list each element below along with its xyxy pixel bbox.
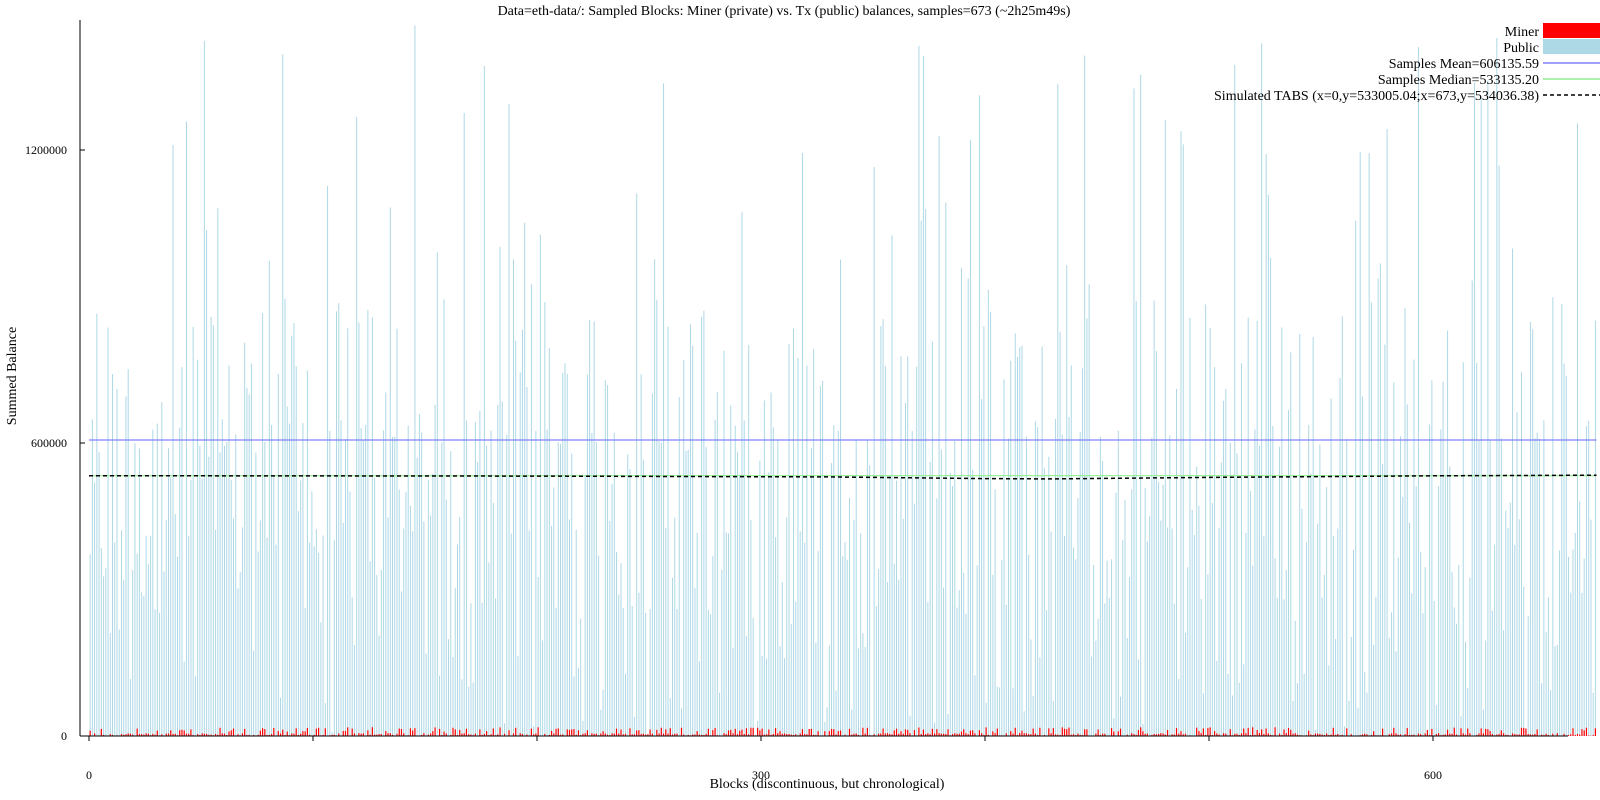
reference-lines — [88, 439, 1597, 480]
legend-label: Miner — [1505, 25, 1540, 40]
x-tick-label: 300 — [752, 768, 770, 782]
x-tick-label: 600 — [1424, 768, 1442, 782]
x-tick-label: 0 — [86, 768, 92, 782]
chart-title: Data=eth-data/: Sampled Blocks: Miner (p… — [498, 4, 1071, 19]
legend-swatch — [1543, 39, 1600, 54]
legend-label: Public — [1503, 41, 1539, 56]
public-bars — [89, 25, 1596, 736]
x-axis-ticks: 0 300 600 — [86, 736, 1442, 782]
y-tick-label: 1200000 — [25, 143, 67, 157]
y-tick-label: 600000 — [31, 436, 67, 450]
legend-label: Simulated TABS (x=0,y=533005.04;x=673,y=… — [1214, 89, 1539, 104]
legend-swatch — [1543, 23, 1600, 38]
y-axis-ticks: 0 600000 1200000 — [25, 143, 85, 743]
legend-label: Samples Median=533135.20 — [1378, 73, 1539, 88]
legend-label: Samples Mean=606135.59 — [1389, 57, 1539, 72]
x-axis-label: Blocks (discontinuous, but chronological… — [710, 777, 945, 792]
y-tick-label: 0 — [61, 729, 67, 743]
y-axis-label: Summed Balance — [5, 327, 20, 425]
